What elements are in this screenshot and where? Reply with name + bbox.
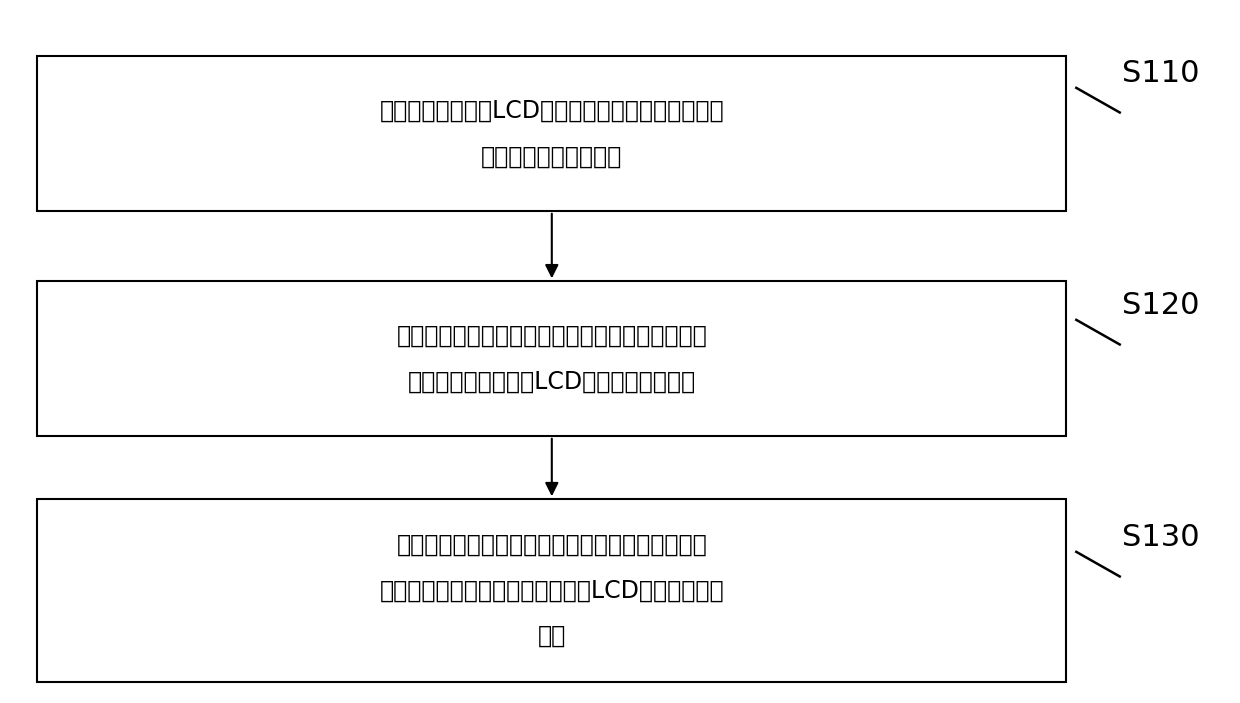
Text: S120: S120	[1122, 291, 1200, 321]
Text: 根据测试图像确定测试亮度，并根据基准数据调整: 根据测试图像确定测试亮度，并根据基准数据调整	[397, 323, 707, 348]
Text: S110: S110	[1122, 59, 1200, 89]
Text: 接收到相机采集的LCD拼接屏上显示的测试图像，并: 接收到相机采集的LCD拼接屏上显示的测试图像，并	[379, 98, 724, 123]
Text: 基于调整后测试亮度，利用基准数据对不同灰阶的: 基于调整后测试亮度，利用基准数据对不同灰阶的	[397, 533, 707, 557]
Text: 测试亮度，以使完成LCD拼接屏的亮度调整: 测试亮度，以使完成LCD拼接屏的亮度调整	[408, 369, 696, 394]
Text: 读取预生成的基准数据: 读取预生成的基准数据	[481, 144, 622, 169]
Bar	[37, 499, 1066, 682]
Bar	[37, 281, 1066, 436]
Text: 调整: 调整	[538, 624, 565, 648]
Bar	[37, 56, 1066, 211]
Text: 测试图像进行灰阶调整，以便实现LCD拼接屏的灰阶: 测试图像进行灰阶调整，以便实现LCD拼接屏的灰阶	[379, 579, 724, 602]
Text: S130: S130	[1122, 523, 1200, 553]
